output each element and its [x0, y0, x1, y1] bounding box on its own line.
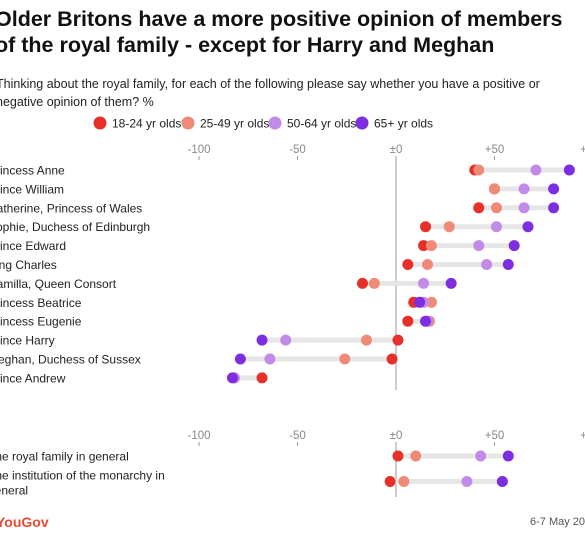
data-point-18-24-yr-olds	[402, 259, 414, 270]
panel-individual-royals: -100 -50 ±0 +50 +100 Princess Anne Prince Will…	[0, 144, 585, 390]
row-label-the-institution-of-the-monarchy-in-general: The institution of the monarchy ingenera…	[0, 469, 165, 498]
data-point-65-yr-olds	[496, 476, 508, 487]
data-point-18-24-yr-olds	[392, 450, 404, 462]
tick-label: ±0	[390, 430, 403, 442]
data-point-65-yr-olds	[445, 277, 457, 289]
row-label-king-charles: King Charles	[0, 258, 57, 272]
data-point-65-yr-olds	[563, 164, 575, 176]
tick-label: +100	[580, 430, 585, 442]
row-label-prince-andrew: Prince Andrew	[0, 371, 66, 385]
legend-marker-18-24-yr-olds	[93, 116, 107, 130]
tick-label: -50	[289, 430, 306, 442]
row-label-catherine-princess-of-wales: Catherine, Princess of Wales	[0, 201, 142, 215]
data-point-18-24-yr-olds	[402, 315, 414, 327]
data-point-18-24-yr-olds	[473, 202, 485, 214]
data-point-18-24-yr-olds	[357, 277, 369, 289]
data-point-65-yr-olds	[548, 202, 560, 214]
data-point-50-64-yr-olds	[475, 450, 487, 462]
survey-date: 6-7 May 2023	[530, 516, 585, 528]
data-point-50-64-yr-olds	[481, 259, 493, 270]
data-point-65-yr-olds	[414, 296, 426, 308]
data-point-65-yr-olds	[226, 372, 238, 384]
data-point-50-64-yr-olds	[518, 183, 530, 195]
data-point-65-yr-olds	[234, 353, 246, 365]
data-point-18-24-yr-olds	[384, 476, 396, 487]
data-point-25-49-yr-olds	[398, 476, 410, 487]
data-point-65-yr-olds	[548, 183, 560, 195]
tick-label: -50	[289, 144, 306, 156]
data-point-65-yr-olds	[420, 315, 432, 327]
data-point-65-yr-olds	[502, 259, 514, 270]
data-point-50-64-yr-olds	[418, 277, 430, 289]
data-point-25-49-yr-olds	[360, 334, 372, 346]
tick-label: ±0	[390, 144, 403, 156]
data-point-25-49-yr-olds	[410, 450, 422, 462]
panel-royal-institution: -100 -50 ±0 +50 +100 The royal family in gene…	[0, 430, 585, 498]
data-point-65-yr-olds	[522, 221, 534, 233]
data-point-25-49-yr-olds	[422, 259, 434, 270]
data-point-18-24-yr-olds	[386, 353, 398, 365]
chart-subtitle: Thinking about the royal family, for eac…	[0, 77, 540, 109]
data-point-50-64-yr-olds	[530, 164, 542, 176]
data-point-18-24-yr-olds	[392, 334, 404, 346]
data-point-18-24-yr-olds	[256, 372, 268, 384]
legend-marker-50-64-yr-olds	[268, 116, 282, 130]
data-point-25-49-yr-olds	[489, 183, 500, 195]
data-point-25-49-yr-olds	[490, 202, 502, 214]
data-point-25-49-yr-olds	[425, 296, 437, 308]
row-label-princess-eugenie: Princess Eugenie	[0, 315, 82, 329]
data-point-25-49-yr-olds	[368, 277, 380, 289]
row-label-prince-edward: Prince Edward	[0, 239, 66, 253]
row-label-meghan-duchess-of-sussex: Meghan, Duchess of Sussex	[0, 353, 141, 367]
legend: 18-24 yr olds 25-49 yr olds 50-64 yr olds 6…	[93, 116, 433, 131]
data-point-25-49-yr-olds	[443, 221, 455, 233]
data-point-50-64-yr-olds	[490, 221, 502, 233]
row-label-prince-william: Prince William	[0, 182, 64, 196]
data-point-65-yr-olds	[502, 450, 514, 462]
data-point-18-24-yr-olds	[418, 240, 430, 252]
row-label-princess-anne: Princess Anne	[0, 164, 65, 178]
legend-label-65-yr-olds: 65+ yr olds	[374, 117, 433, 131]
tick-label: -100	[187, 430, 210, 442]
data-point-18-24-yr-olds	[420, 221, 432, 233]
tick-label: -100	[187, 144, 210, 156]
legend-label-50-64-yr-olds: 50-64 yr olds	[287, 117, 356, 131]
data-point-65-yr-olds	[508, 240, 520, 252]
legend-label-25-49-yr-olds: 25-49 yr olds	[200, 117, 269, 131]
data-point-25-49-yr-olds	[473, 164, 485, 176]
row-label-sophie-duchess-of-edinburgh: Sophie, Duchess of Edinburgh	[0, 220, 150, 234]
chart-title: Older Britons have a more positive opini…	[0, 7, 563, 57]
yougov-logo: YouGov	[0, 514, 49, 530]
tick-label: +100	[580, 144, 585, 156]
data-point-50-64-yr-olds	[518, 202, 530, 214]
data-point-25-49-yr-olds	[425, 240, 437, 252]
tick-label: +50	[485, 144, 505, 156]
legend-marker-65-yr-olds	[355, 116, 369, 130]
row-label-camilla-queen-consort: Camilla, Queen Consort	[0, 277, 117, 291]
data-point-50-64-yr-olds	[264, 353, 276, 365]
legend-marker-25-49-yr-olds	[181, 116, 195, 130]
legend-label-18-24-yr-olds: 18-24 yr olds	[112, 117, 181, 131]
data-point-50-64-yr-olds	[461, 476, 473, 487]
data-point-50-64-yr-olds	[473, 240, 485, 252]
data-point-65-yr-olds	[256, 334, 268, 346]
data-point-25-49-yr-olds	[339, 353, 351, 365]
row-label-princess-beatrice: Princess Beatrice	[0, 296, 82, 310]
row-label-the-royal-family-in-general: The royal family in general	[0, 450, 129, 464]
row-label-prince-harry: Prince Harry	[0, 334, 55, 348]
data-point-50-64-yr-olds	[280, 334, 292, 346]
tick-label: +50	[485, 430, 505, 442]
